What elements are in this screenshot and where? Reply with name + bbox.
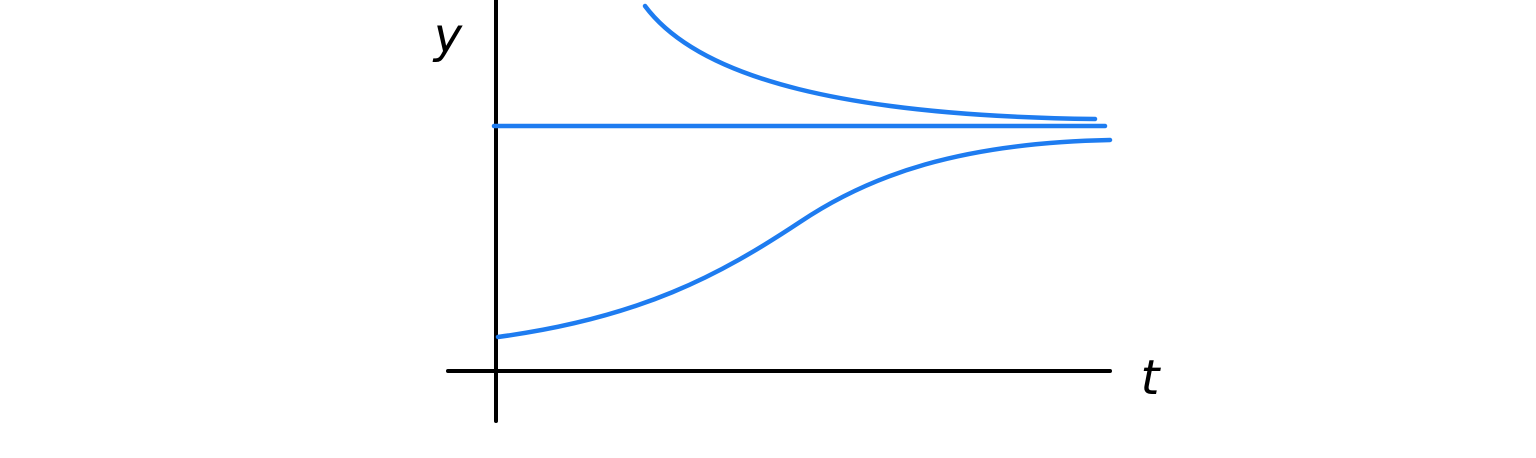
lower-curve [495,137,1113,340]
upper-curve [642,3,1098,122]
t-axis-label: t [1141,350,1162,406]
y-axis-label: y [432,8,463,64]
